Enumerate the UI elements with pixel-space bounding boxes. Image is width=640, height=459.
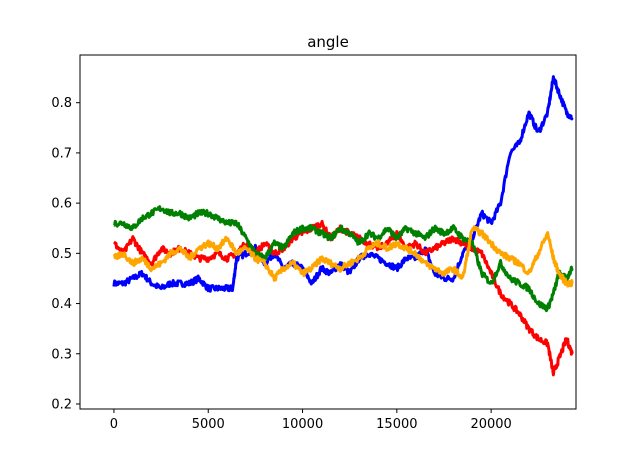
plot-frame: [79, 54, 577, 410]
y-tick-label: 0.4: [51, 297, 72, 312]
x-tick-label: 0: [110, 417, 118, 432]
y-tick-label: 0.2: [51, 397, 72, 412]
series-line-3: [112, 225, 574, 288]
series-line-0: [112, 75, 574, 293]
y-axis: 0.2 0.3 0.4 0.5 0.6 0.7 0.8: [51, 96, 80, 412]
series-layer: [112, 75, 574, 377]
y-tick-label: 0.7: [51, 146, 72, 161]
x-tick-label: 10000: [282, 417, 323, 432]
x-tick-label: 15000: [376, 417, 417, 432]
x-tick-label: 5000: [192, 417, 225, 432]
y-tick-label: 0.8: [51, 96, 72, 111]
x-tick-label: 20000: [470, 417, 511, 432]
chart-title: angle: [307, 33, 349, 51]
x-axis: 0 5000 10000 15000 20000: [110, 409, 512, 432]
y-tick-label: 0.3: [51, 347, 72, 362]
series-line-2: [113, 205, 574, 313]
y-tick-label: 0.5: [51, 247, 72, 262]
y-tick-label: 0.6: [51, 197, 72, 212]
